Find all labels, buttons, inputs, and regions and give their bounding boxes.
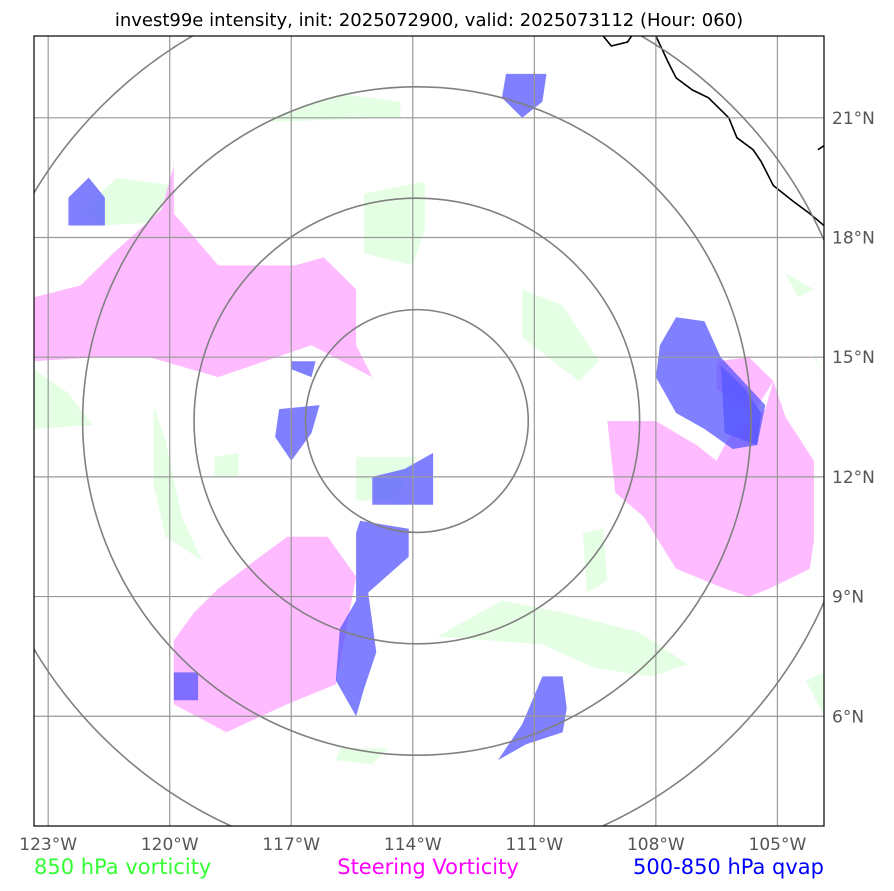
layer-2-region-7 (497, 676, 567, 761)
y-tick-label: 9°N (832, 588, 864, 608)
coastline-segment-1 (655, 36, 824, 227)
field-layers (34, 73, 824, 765)
y-tick-label: 21°N (832, 109, 875, 129)
layer-1-region-0 (34, 165, 373, 378)
legend: 850 hPa vorticity Steering Vorticity 500… (34, 855, 824, 879)
layer-2-region-5 (335, 520, 409, 717)
layer-0-region-6 (214, 452, 239, 477)
range-rings (34, 36, 824, 826)
x-tick-label: 111°W (505, 835, 563, 855)
y-tick-labels: 6°N 9°N 12°N 15°N 18°N 21°N (832, 109, 875, 727)
y-tick-label: 18°N (832, 228, 875, 248)
coastline-segment-0 (602, 36, 633, 47)
x-tick-label: 105°W (749, 835, 807, 855)
coastline (602, 36, 824, 227)
x-tick-label: 117°W (262, 835, 320, 855)
y-tick-label: 12°N (832, 468, 875, 488)
range-ring-1 (193, 197, 641, 645)
layer-0-region-0 (271, 93, 401, 122)
layer-0-region-3 (522, 289, 600, 382)
chart-title: invest99e intensity, init: 2025072900, v… (115, 10, 743, 31)
plot-frame (33, 35, 825, 827)
layer-2-region-0 (501, 73, 547, 118)
layer-1-region-1 (173, 536, 357, 733)
y-tick-label: 15°N (832, 348, 875, 368)
layer-0-region-12 (805, 672, 824, 717)
legend-entry-850-vorticity: 850 hPa vorticity (34, 855, 211, 879)
y-tick-label: 6°N (832, 707, 864, 727)
layer-2-region-6 (173, 672, 199, 701)
layer-0-region-8 (582, 528, 608, 593)
range-ring-2 (81, 86, 752, 757)
coastline-segment-2 (817, 145, 824, 151)
layer-0-region-5 (153, 405, 203, 561)
layer-2-region-3 (275, 405, 320, 461)
layer-0-region-11 (813, 353, 824, 374)
x-tick-labels: 123°W 120°W 117°W 114°W 111°W 108°W 105°W (19, 835, 806, 855)
range-ring-0 (304, 308, 530, 534)
layer-2-region-4 (372, 452, 434, 505)
layer-2-region-1 (68, 177, 105, 226)
layer-0-region-9 (437, 600, 689, 677)
legend-entry-steering-vorticity: Steering Vorticity (337, 855, 519, 879)
layer-1-region-2 (607, 381, 814, 597)
layer-0-region-2 (364, 181, 425, 266)
x-tick-label: 114°W (384, 835, 442, 855)
plot-background (34, 36, 824, 826)
layer-0-region-10 (785, 273, 814, 298)
legend-entry-qvap: 500-850 hPa qvap (633, 855, 824, 879)
plot-area (34, 36, 824, 826)
layer-2-region-2 (291, 361, 316, 378)
gridlines (34, 36, 824, 826)
x-tick-label: 108°W (627, 835, 685, 855)
x-tick-label: 123°W (19, 835, 77, 855)
x-tick-label: 120°W (141, 835, 199, 855)
